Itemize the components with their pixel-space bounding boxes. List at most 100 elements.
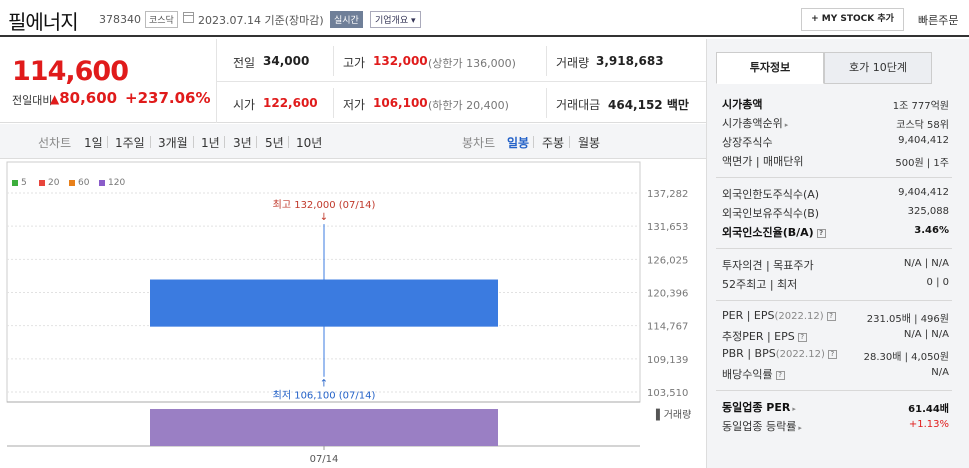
candle-weekly[interactable]: 주봉 [542,136,565,150]
y-tick-label: 114,767 [647,322,688,333]
candle-body [150,279,498,327]
info-value: 9,404,412 [898,187,949,198]
info-label: 시가총액 [722,96,762,112]
add-my-stock-button[interactable]: + MY STOCK 추가 [801,8,904,31]
y-tick-label: 131,653 [647,222,688,233]
help-icon[interactable]: ? [827,349,837,359]
divider [716,248,952,249]
info-label[interactable]: 동일업종 등락률 ▸ [722,418,802,434]
change-amount-value: 80,600 [59,89,118,107]
info-label[interactable]: 동일업종 PER ▸ [722,399,796,415]
divider [716,300,952,301]
info-value: 1조 777억원 [892,101,949,112]
help-icon[interactable]: ? [826,311,836,321]
info-label-period: (2022.12) [775,349,825,360]
info-label: 상장주식수 [722,134,773,150]
legend-ma5: 5 [21,178,27,188]
up-triangle-icon: ▲ [50,92,60,106]
tab-orderbook[interactable]: 호가 10단계 [824,52,932,84]
y-tick-label: 126,025 [647,255,688,266]
y-tick-label: 103,510 [647,388,688,399]
info-label-text: 52주최고 | 최저 [722,278,798,291]
legend-ma60: 60 [78,178,90,188]
info-label: 52주최고 | 최저 [722,276,797,292]
divider [716,177,952,178]
volume-legend: ▌거래량 [655,408,691,421]
change-label: 전일대비 [12,94,53,107]
volume-bar [150,409,498,446]
period-10y[interactable]: 10년 [296,136,323,150]
info-value: N/A [931,367,949,378]
current-price: 114,600 [12,56,129,87]
info-label-text: 동일업종 PER [722,401,791,414]
info-label: 외국인보유주식수(B) [722,205,819,221]
info-label: PER | EPS(2022.12)? [722,309,836,322]
info-label: 추정PER | EPS? [722,328,807,344]
info-label: PBR | BPS(2022.12)? [722,347,837,360]
y-tick-label: 137,282 [647,189,688,200]
divider [150,136,151,148]
candle-monthly[interactable]: 월봉 [578,136,601,150]
help-icon[interactable]: ? [797,332,807,342]
info-value: 코스닥 58위 [896,120,949,131]
realtime-badge[interactable]: 실시간 [330,11,363,28]
period-1y[interactable]: 1년 [201,136,220,150]
help-icon[interactable]: ? [816,228,826,238]
period-5y[interactable]: 5년 [265,136,284,150]
divider [107,136,108,148]
change-amount: ▲80,600 [50,89,117,107]
tab-investment-info[interactable]: 투자정보 [716,52,824,84]
trade-value-label: 거래대금 [556,98,601,112]
info-label-text: PBR | BPS [722,347,776,360]
y-tick-label: 120,396 [647,289,688,300]
quote-summary [0,39,706,123]
info-label-text: 시가총액 [722,98,763,111]
candle-chart-label: 봉차트 [462,136,496,150]
period-3m[interactable]: 3개월 [158,136,188,150]
divider [288,136,289,148]
period-selector-bar [0,124,706,159]
legend-ma120-swatch [99,180,105,186]
divider [193,136,194,148]
divider [546,46,547,76]
divider [224,136,225,148]
period-1w[interactable]: 1주일 [115,136,145,150]
stock-name: 필에너지 [8,10,79,34]
x-tick-label: 07/14 [310,454,339,465]
info-label-text: 외국인소진율(B/A) [722,226,814,239]
prev-close-label: 전일 [233,56,256,70]
divider [546,88,547,118]
arrow-right-icon: ▸ [784,121,789,129]
info-label[interactable]: 시가총액순위 ▸ [722,115,788,131]
volume-label: 거래량 [556,56,590,70]
period-1d[interactable]: 1일 [84,136,103,150]
divider [333,46,334,76]
info-label-text: 투자의견 | 목표주가 [722,259,814,272]
info-label: 투자의견 | 목표주가 [722,257,814,273]
market-badge: 코스닥 [145,11,178,28]
info-label-text: PER | EPS [722,309,775,322]
volume-value: 3,918,683 [596,54,664,68]
info-label: 외국인한도주식수(A) [722,186,819,202]
lower-limit: (하한가 20,400) [428,99,509,112]
info-label: 배당수익률? [722,366,785,382]
candle-daily[interactable]: 일봉 [507,136,530,150]
quick-order-link[interactable]: 빠른주문 [918,14,959,27]
company-overview-button[interactable]: 기업개요 ▾ [370,11,421,28]
legend-ma60-swatch [69,180,75,186]
legend-ma20: 20 [48,178,60,188]
high-annotation: 최고 132,000 (07/14) [273,199,376,211]
info-label: 외국인소진율(B/A)? [722,224,826,240]
info-value: 9,404,412 [898,135,949,146]
price-chart[interactable]: 137,282 131,653 126,025 120,396 114,767 109,1… [0,160,706,468]
high-label: 고가 [343,56,366,70]
info-label-text: 상장주식수 [722,136,773,149]
y-tick-label: 109,139 [647,355,688,366]
low-arrow-icon: ↑ [320,379,328,390]
help-icon[interactable]: ? [775,370,785,380]
divider [256,136,257,148]
change-percent: +237.06% [125,89,211,107]
period-3y[interactable]: 3년 [233,136,252,150]
upper-limit: (상한가 136,000) [428,57,516,70]
line-chart-label: 선차트 [38,136,72,150]
